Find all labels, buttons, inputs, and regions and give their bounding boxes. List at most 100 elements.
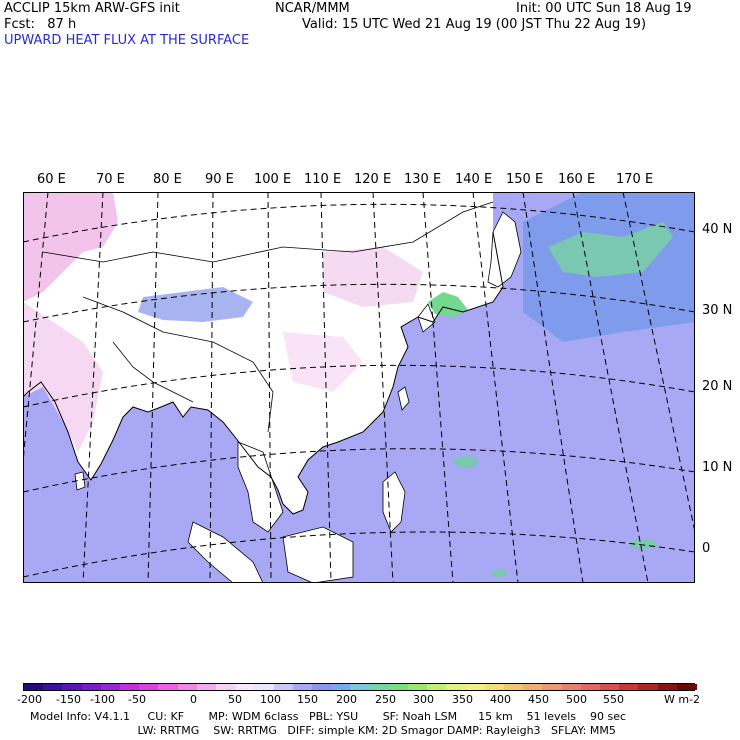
colorbar-label: -50 (128, 693, 146, 706)
model-title: ACCLIP 15km ARW-GFS init (4, 1, 180, 16)
colorbar-label: 550 (603, 693, 624, 706)
colorbar-swatch (292, 684, 313, 690)
lat-label: 30 N (702, 303, 733, 318)
colorbar-swatch (43, 684, 64, 690)
graticule (23, 192, 695, 583)
lon-label: 80 E (153, 172, 182, 187)
lon-label: 160 E (558, 172, 596, 187)
colorbar-label: 100 (260, 693, 281, 706)
field-title: UPWARD HEAT FLUX AT THE SURFACE (4, 33, 250, 48)
country-border (82, 296, 274, 433)
colorbar-swatch (504, 684, 524, 690)
colorbar-swatch (273, 684, 294, 690)
colorbar-swatch (331, 684, 352, 690)
lon-label: 140 E (455, 172, 493, 187)
plateau-positive-patch (138, 287, 253, 322)
land-japan (487, 211, 522, 288)
india-negative-patch (23, 302, 103, 452)
colorbar-swatch (62, 684, 83, 690)
colorbar-swatch (350, 684, 371, 690)
colorbar-label: 150 (297, 693, 318, 706)
forecast-hour: Fcst: 87 h (4, 17, 77, 32)
country-border (42, 201, 494, 263)
colorbar-swatch (312, 684, 332, 690)
colorbar-swatch (81, 684, 102, 690)
tropical-positive-patch (454, 456, 478, 468)
coastline (23, 231, 504, 515)
colorbar-label: 0 (190, 693, 197, 706)
lon-label: 110 E (304, 172, 342, 187)
colorbar-swatch (542, 684, 563, 690)
colorbar-label: -200 (17, 693, 42, 706)
valid-time: Valid: 15 UTC Wed 21 Aug 19 (00 JST Thu … (302, 17, 647, 32)
colorbar-label: 450 (528, 693, 549, 706)
lon-label: 150 E (506, 172, 544, 187)
colorbar-swatch (580, 684, 601, 690)
model-info-line2: LW: RRTMG SW: RRTMG DIFF: simple KM: 2D … (120, 724, 616, 737)
colorbar-swatch (100, 684, 121, 690)
colorbar-swatch (561, 684, 582, 690)
land-sumatra (187, 521, 264, 583)
lon-label: 170 E (616, 172, 654, 187)
colorbar-label: 200 (336, 693, 357, 706)
lon-label: 60 E (37, 172, 66, 187)
land-korea (417, 303, 436, 333)
colorbar-label: -100 (90, 693, 115, 706)
colorbar-swatch (24, 684, 44, 690)
init-time: Init: 00 UTC Sun 18 Aug 19 (516, 1, 692, 16)
pacific-positive-core (548, 222, 673, 277)
colorbar-label: 300 (413, 693, 434, 706)
land-malay (237, 441, 284, 533)
colorbar-swatch (600, 684, 620, 690)
colorbar-swatch (484, 684, 505, 690)
colorbar-label: -150 (56, 693, 81, 706)
colorbar (23, 683, 697, 691)
colorbar-label: 400 (490, 693, 511, 706)
heat-flux-map (23, 192, 695, 583)
colorbar-swatch (216, 684, 236, 690)
model-info-line1: Model Info: V4.1.1 CU: KF MP: WDM 6class… (30, 710, 627, 723)
colorbar-swatch (676, 684, 697, 690)
colorbar-swatch (388, 684, 409, 690)
colorbar-swatch (139, 684, 160, 690)
colorbar-swatch (254, 684, 275, 690)
colorbar-swatch (523, 684, 544, 690)
lat-label: 0 (702, 541, 711, 556)
colorbar-swatch (657, 684, 678, 690)
colorbar-label: 350 (452, 693, 473, 706)
colorbar-swatch (619, 684, 640, 690)
map-frame (23, 192, 695, 583)
colorbar-swatch (120, 684, 140, 690)
lon-label: 130 E (404, 172, 442, 187)
colorbar-swatch (369, 684, 390, 690)
land-negative-patch-china (283, 332, 363, 392)
colorbar-swatch (446, 684, 467, 690)
lat-label: 40 N (702, 222, 733, 237)
colorbar-label: 250 (375, 693, 396, 706)
lon-label: 70 E (96, 172, 125, 187)
land-negative-patch-north (323, 247, 423, 307)
lon-label: 90 E (205, 172, 234, 187)
lon-label: 120 E (354, 172, 392, 187)
land-taiwan (397, 386, 410, 411)
land-borneo (282, 526, 354, 583)
colorbar-swatch (235, 684, 256, 690)
tropical-positive-patch (491, 569, 507, 577)
colorbar-swatch (408, 684, 428, 690)
organization-label: NCAR/MMM (275, 1, 350, 16)
colorbar-swatch (196, 684, 217, 690)
colorbar-swatch (177, 684, 198, 690)
colorbar-label: 500 (566, 693, 587, 706)
land-sri-lanka (74, 471, 86, 491)
colorbar-swatch (158, 684, 179, 690)
lat-label: 20 N (702, 379, 733, 394)
land-negative-patch (23, 192, 118, 302)
tropical-positive-patch (629, 539, 657, 549)
colorbar-units: W m-2 (664, 693, 701, 706)
colorbar-label: 50 (228, 693, 242, 706)
lon-label: 100 E (254, 172, 292, 187)
lat-label: 10 N (702, 460, 733, 475)
colorbar-swatch (465, 684, 486, 690)
colorbar-swatch (638, 684, 659, 690)
colorbar-swatch (427, 684, 448, 690)
